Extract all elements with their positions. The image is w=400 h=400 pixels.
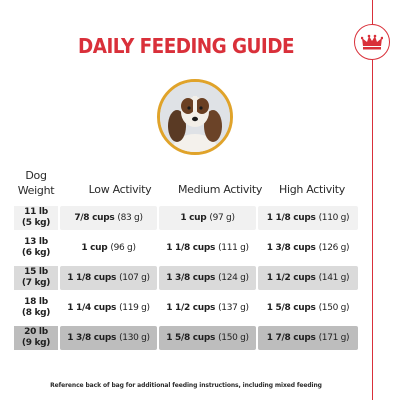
grams-value: (150 g)	[318, 303, 350, 313]
medium-activity-cell: 1 cup (97 g)	[159, 206, 256, 230]
grams-value: (137 g)	[218, 303, 249, 313]
high-activity-cell: 1 7/8 cups (171 g)	[258, 326, 358, 350]
low-activity-cell: 1 cup (96 g)	[60, 236, 157, 260]
weight-kg: (7 kg)	[21, 278, 51, 288]
grams-value: (130 g)	[119, 333, 150, 343]
grams-value: (126 g)	[318, 243, 350, 253]
dog-photo	[157, 79, 233, 155]
medium-activity-cell: 1 5/8 cups (150 g)	[159, 326, 256, 350]
medium-activity-cell: 1 3/8 cups (124 g)	[159, 266, 256, 290]
medium-activity-cell: 1 1/2 cups (137 g)	[159, 296, 256, 320]
high-activity-cell: 1 3/8 cups (126 g)	[258, 236, 358, 260]
grams-value: (111 g)	[218, 243, 249, 253]
low-activity-cell: 7/8 cups (83 g)	[60, 206, 157, 230]
weight-kg: (6 kg)	[21, 248, 51, 258]
high-activity-cell: 1 1/8 cups (110 g)	[258, 206, 358, 230]
cups-value: 1 cup	[81, 243, 108, 253]
cups-value: 1 3/8 cups	[67, 333, 117, 343]
cups-value: 1 5/8 cups	[166, 333, 216, 343]
weight-lb: 15 lb	[24, 267, 48, 277]
weight-lb: 11 lb	[24, 207, 48, 217]
crown-icon	[361, 34, 383, 50]
grams-value: (124 g)	[218, 273, 249, 283]
dog-icon	[160, 82, 230, 152]
grams-value: (119 g)	[119, 303, 150, 313]
grams-value: (110 g)	[318, 213, 350, 223]
red-divider-line	[372, 0, 373, 400]
cups-value: 1 5/8 cups	[266, 303, 316, 313]
weight-cell: 13 lb (6 kg)	[14, 236, 58, 260]
header-medium-activity: Medium Activity	[177, 183, 263, 196]
grams-value: (83 g)	[117, 213, 143, 223]
cups-value: 1 1/8 cups	[166, 243, 216, 253]
weight-kg: (5 kg)	[21, 218, 51, 228]
header-high-activity: High Activity	[278, 183, 346, 196]
header-low-activity: Low Activity	[88, 183, 152, 196]
cups-value: 1 3/8 cups	[266, 243, 316, 253]
low-activity-cell: 1 1/8 cups (107 g)	[60, 266, 157, 290]
header-dog-weight: Dog Weight	[17, 169, 55, 197]
cups-value: 1 cup	[180, 213, 207, 223]
grams-value: (150 g)	[218, 333, 249, 343]
high-activity-cell: 1 1/2 cups (141 g)	[258, 266, 358, 290]
weight-lb: 18 lb	[24, 297, 48, 307]
grams-value: (97 g)	[209, 213, 235, 223]
weight-cell: 20 lb (9 kg)	[14, 326, 58, 350]
weight-kg: (9 kg)	[21, 338, 51, 348]
footnote: Reference back of bag for additional fee…	[50, 382, 322, 389]
grams-value: (107 g)	[119, 273, 150, 283]
cups-value: 1 1/8 cups	[67, 273, 117, 283]
medium-activity-cell: 1 1/8 cups (111 g)	[159, 236, 256, 260]
cups-value: 1 7/8 cups	[266, 333, 316, 343]
page-title: DAILY FEEDING GUIDE	[78, 34, 294, 58]
brand-badge	[354, 24, 390, 60]
grams-value: (171 g)	[318, 333, 350, 343]
low-activity-cell: 1 1/4 cups (119 g)	[60, 296, 157, 320]
low-activity-cell: 1 3/8 cups (130 g)	[60, 326, 157, 350]
grams-value: (141 g)	[318, 273, 350, 283]
weight-cell: 18 lb (8 kg)	[14, 296, 58, 320]
cups-value: 1 1/4 cups	[67, 303, 117, 313]
weight-cell: 11 lb (5 kg)	[14, 206, 58, 230]
cups-value: 1 1/2 cups	[266, 273, 316, 283]
weight-cell: 15 lb (7 kg)	[14, 266, 58, 290]
cups-value: 1 1/8 cups	[266, 213, 316, 223]
cups-value: 1 3/8 cups	[166, 273, 216, 283]
grams-value: (96 g)	[110, 243, 136, 253]
cups-value: 1 1/2 cups	[166, 303, 216, 313]
weight-lb: 20 lb	[24, 327, 48, 337]
high-activity-cell: 1 5/8 cups (150 g)	[258, 296, 358, 320]
weight-kg: (8 kg)	[21, 308, 51, 318]
cups-value: 7/8 cups	[74, 213, 115, 223]
weight-lb: 13 lb	[24, 237, 48, 247]
